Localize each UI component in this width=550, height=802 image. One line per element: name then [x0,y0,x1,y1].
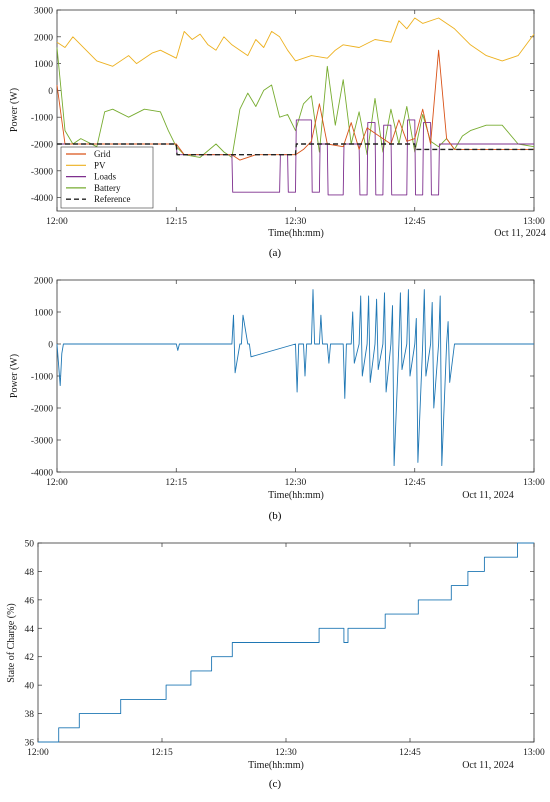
y-tick-label: 36 [25,739,35,749]
x-tick-label: 12:15 [151,748,173,758]
y-tick-label: 46 [25,596,35,606]
date-label: Oct 11, 2024 [462,490,514,501]
x-tick-label: 12:00 [46,478,68,488]
x-tick-label: 13:00 [523,748,545,758]
panel-caption: (c) [269,778,282,790]
legend-label: Battery [94,183,121,193]
chart-panel-b: -4000 -3000 -2000 -1000 0 1000 2000 12:00 12:15… [9,277,545,523]
legend-label: PV [94,160,106,170]
x-axis-label: Time(hh:mm) [248,760,304,771]
y-tick-label: 40 [25,682,35,692]
panel-caption: (b) [269,510,282,522]
series-line-data [56,289,534,467]
y-ticks: 36 38 40 42 44 46 48 50 [25,540,534,749]
y-tick-label: 2000 [34,277,53,287]
x-tick-label: 13:00 [523,478,545,488]
x-tick-label: 12:45 [404,478,426,488]
y-tick-label: 38 [25,710,35,720]
x-tick-label: 12:45 [404,217,426,227]
y-tick-label: -3000 [31,167,53,177]
x-tick-label: 12:15 [165,478,187,488]
series-group [56,289,534,467]
series-line-battery [56,47,535,158]
x-tick-label: 12:30 [285,217,307,227]
series-group [38,542,534,743]
series-line-data [38,542,534,743]
x-tick-label: 12:45 [399,748,421,758]
y-tick-label: 1000 [34,309,53,319]
x-ticks: 12:00 12:15 12:30 12:45 13:00 [46,10,545,227]
y-tick-label: 3000 [34,7,53,17]
panel-caption: (a) [269,247,282,259]
legend-box [60,146,154,209]
y-tick-label: -1000 [31,114,53,124]
x-tick-label: 12:00 [46,217,68,227]
series-group [56,17,535,196]
y-ticks: -4000 -3000 -2000 -1000 0 1000 2000 3000 [31,7,534,204]
y-tick-label: 0 [48,341,53,351]
x-tick-label: 12:15 [165,217,187,227]
y-tick-label: 1000 [34,60,53,70]
legend-label: Grid [94,149,111,159]
y-tick-label: -4000 [31,194,53,204]
x-tick-label: 12:30 [285,478,307,488]
x-axis-label: Time(hh:mm) [268,228,324,239]
y-tick-label: -1000 [31,373,53,383]
y-tick-label: 2000 [34,33,53,43]
series-line-reference [57,143,534,156]
y-tick-label: -2000 [31,141,53,151]
legend-label: Reference [94,194,130,204]
y-tick-label: 48 [25,568,35,578]
x-tick-label: 12:30 [275,748,297,758]
y-tick-label: 44 [25,625,35,635]
chart-panel-c: 36 38 40 42 44 46 48 50 12:00 12:15 12:30 12:45 13:… [6,540,545,791]
series-line-pv [56,17,535,67]
x-tick-label: 12:00 [27,748,49,758]
legend-label: Loads [94,172,116,182]
y-axis-label: Power (W) [9,354,20,398]
x-axis-label: Time(hh:mm) [268,490,324,501]
plot-frame [56,279,535,473]
y-tick-label: 0 [48,87,53,97]
y-tick-label: -4000 [31,469,53,479]
y-tick-label: 50 [25,540,35,550]
date-label: Oct 11, 2024 [462,760,514,771]
x-ticks: 12:00 12:15 12:30 12:45 13:00 [46,280,545,488]
date-label: Oct 11, 2024 [494,228,546,239]
x-ticks: 12:00 12:15 12:30 12:45 13:00 [27,543,545,758]
y-tick-label: 42 [25,653,35,663]
y-axis-label: State of Charge (%) [6,603,17,683]
x-tick-label: 13:00 [523,217,545,227]
y-tick-label: -2000 [31,405,53,415]
y-axis-label: Power (W) [9,88,20,132]
y-tick-label: -3000 [31,437,53,447]
